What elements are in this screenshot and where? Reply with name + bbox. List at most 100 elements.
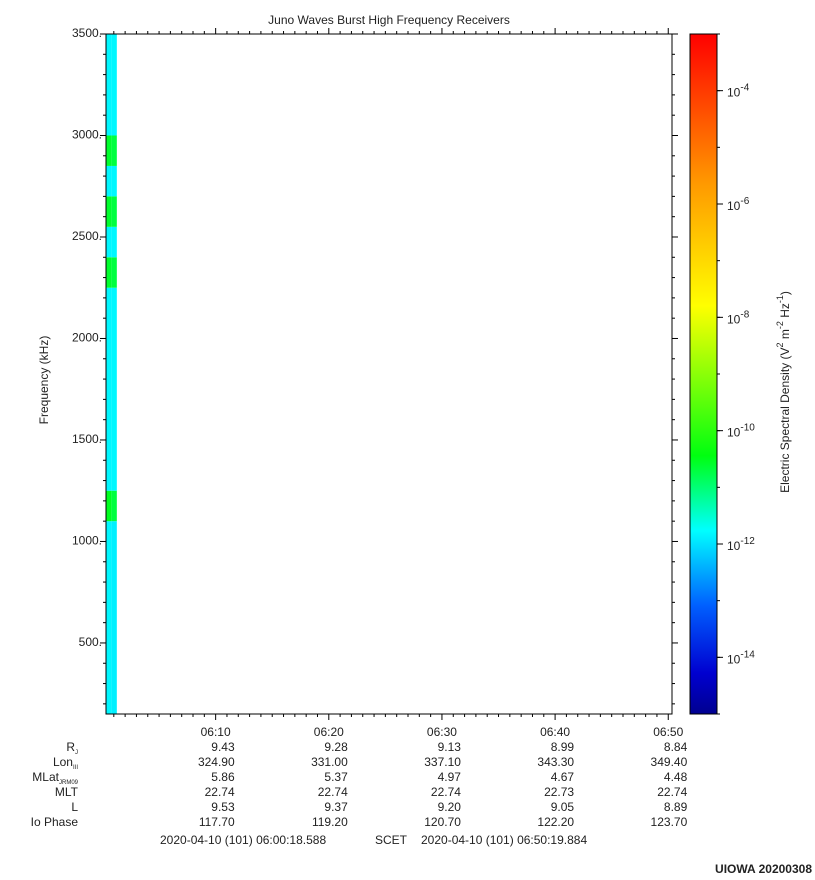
- ephemeris-label-sub: III: [73, 765, 78, 771]
- colorbar-label-sup: -2: [775, 321, 785, 329]
- chart-title: Juno Waves Burst High Frequency Receiver…: [268, 13, 510, 27]
- spectrogram-cell: [106, 196, 112, 227]
- plot-frame: [105, 33, 673, 715]
- ephemeris-value: 4.48: [664, 770, 688, 784]
- colorbar-tick-label: 10-12: [727, 536, 755, 554]
- x-tick-label: 06:10: [201, 725, 231, 739]
- colorbar-tick-label: 10-14: [727, 649, 755, 667]
- ephemeris-value: 120.70: [424, 815, 461, 829]
- colorbar-tick-exp: -4: [740, 82, 749, 93]
- spectrogram-cell: [111, 226, 117, 258]
- spectrogram-cell: [106, 521, 112, 714]
- x-tick-label: 06:50: [653, 725, 683, 739]
- ephemeris-label-text: MLat: [32, 770, 59, 784]
- colorbar-tick-exp: -14: [740, 649, 755, 660]
- ephemeris-value: 119.20: [312, 815, 348, 829]
- colorbar-label: Electric Spectral Density (V2 m-2 Hz-1): [775, 291, 792, 493]
- ephemeris-value: 9.05: [551, 800, 575, 814]
- y-tick-label: 1500.: [72, 432, 102, 446]
- ephemeris-label-text: Io Phase: [31, 815, 79, 829]
- spectrogram-cell: [106, 490, 112, 522]
- spectrogram-cell: [106, 287, 112, 491]
- footer-text: 2020-04-10 (101) 06:50:19.884: [421, 833, 587, 847]
- ephemeris-value: 22.74: [318, 785, 348, 799]
- ephemeris-value: 331.00: [311, 755, 348, 769]
- ephemeris-label: Io Phase: [31, 815, 79, 829]
- ephemeris-value: 9.20: [438, 800, 462, 814]
- colorbar-tick-label: 10-4: [727, 82, 750, 100]
- ephemeris-value: 9.43: [211, 740, 235, 754]
- ephemeris-value: 5.37: [324, 770, 348, 784]
- footer-text: 2020-04-10 (101) 06:00:18.588: [160, 833, 326, 847]
- y-axis-label: Frequency (kHz): [37, 336, 51, 425]
- spectrogram-cell: [106, 165, 112, 197]
- colorbar-label-text: ): [778, 291, 792, 295]
- ephemeris-label: MLatJRM09: [32, 770, 78, 785]
- ephemeris-value: 9.13: [438, 740, 462, 754]
- ephemeris-value: 4.97: [438, 770, 462, 784]
- spectrogram-cell: [111, 287, 117, 491]
- ephemeris-label: LonIII: [53, 755, 78, 770]
- spectrogram-cell: [111, 34, 117, 136]
- colorbar-label-text: Hz: [778, 303, 792, 321]
- ephemeris-value: 337.10: [424, 755, 461, 769]
- ephemeris-label-text: L: [71, 800, 78, 814]
- footer-text: SCET: [375, 833, 408, 847]
- colorbar-tick-label: 10-8: [727, 309, 750, 327]
- ephemeris-value: 5.86: [211, 770, 235, 784]
- spectrogram-cell: [111, 196, 117, 227]
- colorbar-tick-label: 10-10: [727, 422, 755, 440]
- spectrogram-cell: [111, 165, 117, 197]
- ephemeris-label-text: Lon: [53, 755, 73, 769]
- y-tick-label: 1000.: [72, 534, 102, 548]
- ephemeris-label-sub: J: [75, 750, 78, 756]
- colorbar-tick-label: 10-6: [727, 196, 750, 214]
- ephemeris-label: L: [71, 800, 78, 814]
- colorbar-tick-exp: -8: [740, 309, 749, 320]
- ephemeris-label-text: R: [66, 740, 75, 754]
- ephemeris-label: MLT: [55, 785, 79, 799]
- credit: UIOWA 20200308: [715, 862, 812, 876]
- y-tick-label: 2000.: [72, 331, 102, 345]
- colorbar-tick-base: 10: [727, 539, 741, 553]
- ephemeris-label-text: MLT: [55, 785, 79, 799]
- ephemeris-value: 8.89: [664, 800, 688, 814]
- colorbar-tick-base: 10: [727, 199, 741, 213]
- colorbar-label-sup: -1: [775, 295, 785, 303]
- ephemeris-value: 9.37: [324, 800, 348, 814]
- ephemeris-value: 8.84: [664, 740, 688, 754]
- colorbar: [689, 33, 718, 715]
- colorbar-tick-base: 10: [727, 86, 741, 100]
- colorbar-label-text: m: [778, 329, 792, 342]
- ephemeris-value: 122.20: [537, 815, 574, 829]
- spectrogram-cell: [111, 135, 117, 166]
- ephemeris-value: 22.73: [544, 785, 574, 799]
- spectrogram-cell: [106, 34, 112, 136]
- ephemeris-value: 123.70: [651, 815, 688, 829]
- y-tick-label: 3000.: [72, 128, 102, 142]
- ephemeris-value: 117.70: [199, 815, 235, 829]
- ephemeris-value: 349.40: [651, 755, 688, 769]
- colorbar-tick-base: 10: [727, 313, 741, 327]
- ephemeris-value: 4.67: [551, 770, 575, 784]
- x-tick-label: 06:20: [314, 725, 344, 739]
- x-tick-label: 06:30: [427, 725, 457, 739]
- ephemeris-value: 343.30: [537, 755, 574, 769]
- spectrogram-cell: [106, 257, 112, 288]
- colorbar-label-text: Electric Spectral Density (V: [778, 348, 792, 493]
- y-tick-label: 3500.: [72, 26, 102, 40]
- spectrogram-cell: [111, 257, 117, 288]
- spectrogram-cell: [106, 135, 112, 166]
- colorbar-tick-exp: -6: [740, 196, 749, 207]
- colorbar-tick-exp: -12: [740, 536, 755, 547]
- ephemeris-value: 8.99: [551, 740, 575, 754]
- x-tick-label: 06:40: [540, 725, 570, 739]
- ephemeris-value: 22.74: [431, 785, 461, 799]
- ephemeris-value: 9.53: [211, 800, 235, 814]
- y-tick-label: 2500.: [72, 229, 102, 243]
- colorbar-tick-base: 10: [727, 426, 741, 440]
- ephemeris-value: 324.90: [198, 755, 235, 769]
- spectrogram-cell: [106, 226, 112, 258]
